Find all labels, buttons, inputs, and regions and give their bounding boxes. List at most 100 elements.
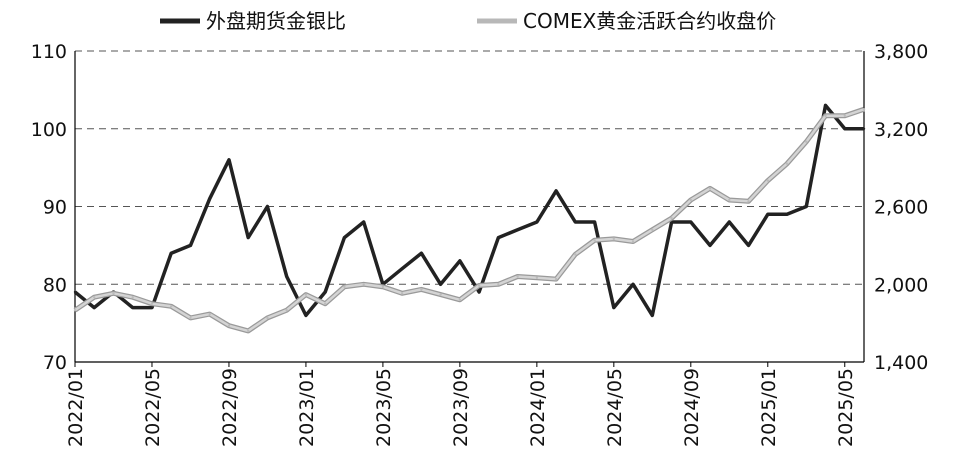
- data-point: [208, 312, 211, 316]
- left-tick-label: 90: [43, 197, 67, 219]
- data-point: [324, 302, 327, 305]
- data-point: [189, 316, 192, 320]
- data-point: [112, 292, 115, 295]
- x-tick-label: 2024/01: [527, 368, 549, 447]
- data-point: [497, 283, 500, 286]
- data-point: [439, 293, 442, 296]
- data-point: [381, 285, 385, 288]
- series-line-outline: [73, 106, 865, 334]
- data-point: [612, 306, 615, 309]
- data-point: [73, 290, 77, 294]
- data-point: [93, 306, 96, 309]
- data-point: [189, 244, 192, 247]
- data-point: [285, 275, 288, 278]
- left-tick-label: 110: [31, 41, 67, 63]
- data-point: [439, 283, 442, 286]
- x-tick-label: 2022/05: [142, 368, 164, 447]
- right-tick-label: 1,400: [874, 352, 928, 374]
- x-tick-label: 2022/09: [219, 368, 241, 447]
- data-point: [208, 197, 211, 200]
- data-point: [554, 277, 558, 281]
- right-tick-label: 3,200: [874, 119, 928, 141]
- data-point: [227, 324, 231, 327]
- data-point: [631, 240, 635, 243]
- data-point: [477, 284, 481, 287]
- data-point: [651, 228, 654, 231]
- data-point: [324, 290, 327, 294]
- data-point: [477, 290, 481, 294]
- data-point: [227, 158, 231, 161]
- x-axis-ticks: 2022/01 2022/05 2022/09 2023/01 2023/05 2023/…: [65, 362, 857, 447]
- legend: 外盘期货金银比 COMEX黄金活跃合约收盘价: [160, 9, 776, 33]
- data-point: [458, 259, 462, 263]
- series-comex-gold: [73, 106, 866, 334]
- right-tick-label: 2,600: [874, 197, 928, 219]
- series-layer: [73, 103, 866, 334]
- data-point: [73, 309, 77, 312]
- x-tick-label: 2023/01: [296, 368, 318, 447]
- data-point: [824, 104, 827, 107]
- data-point: [843, 127, 846, 130]
- data-point: [747, 200, 750, 203]
- data-point: [766, 179, 769, 182]
- data-point: [554, 189, 558, 193]
- data-point: [593, 220, 596, 224]
- data-point: [574, 220, 577, 224]
- data-point: [131, 296, 134, 299]
- right-tick-label: 3,800: [874, 41, 928, 63]
- data-point: [93, 296, 96, 299]
- data-point: [400, 292, 404, 295]
- data-point: [150, 306, 154, 309]
- x-tick-label: 2025/05: [835, 368, 857, 447]
- data-point: [631, 283, 635, 286]
- data-point: [805, 140, 808, 143]
- data-point: [728, 220, 731, 224]
- right-axis-ticks: 1,400 2,000 2,600 3,200 3,800: [874, 41, 928, 374]
- data-point: [343, 236, 346, 239]
- x-tick-label: 2023/05: [373, 368, 395, 447]
- data-point: [131, 306, 134, 309]
- gridlines: [75, 50, 864, 285]
- data-point: [420, 252, 423, 255]
- data-point: [266, 205, 269, 208]
- x-tick-label: 2024/09: [681, 368, 703, 447]
- data-point: [535, 276, 539, 279]
- data-point: [805, 205, 808, 208]
- left-tick-label: 70: [43, 352, 67, 374]
- data-point: [343, 285, 346, 288]
- data-point: [785, 162, 789, 165]
- data-point: [266, 316, 269, 320]
- data-point: [304, 293, 308, 296]
- data-point: [516, 228, 519, 231]
- data-point: [651, 314, 654, 317]
- x-tick-label: 2023/09: [450, 368, 472, 447]
- data-point: [285, 309, 288, 312]
- data-point: [400, 267, 404, 270]
- data-point: [689, 220, 692, 224]
- data-point: [689, 198, 692, 202]
- left-axis-ticks: 70 80 90 100 110: [31, 41, 67, 374]
- data-point: [247, 236, 250, 239]
- data-point: [574, 253, 577, 256]
- x-tick-label: 2025/01: [758, 368, 780, 447]
- right-tick-label: 2,000: [874, 274, 928, 296]
- data-point: [612, 237, 615, 241]
- data-point: [766, 213, 769, 216]
- series-line: [73, 103, 864, 318]
- data-point: [362, 283, 365, 286]
- data-point: [420, 288, 423, 291]
- left-tick-label: 80: [43, 274, 67, 296]
- data-point: [670, 217, 673, 220]
- data-point: [170, 252, 173, 255]
- series-line: [74, 108, 865, 333]
- data-point: [304, 314, 308, 317]
- data-point: [362, 220, 365, 224]
- legend-label-gold-silver-ratio: 外盘期货金银比: [206, 9, 346, 33]
- data-point: [747, 244, 750, 247]
- data-point: [708, 244, 712, 247]
- data-point: [516, 275, 519, 278]
- data-point: [824, 114, 827, 118]
- data-point: [593, 239, 596, 242]
- data-point: [170, 305, 173, 308]
- data-point: [497, 236, 500, 239]
